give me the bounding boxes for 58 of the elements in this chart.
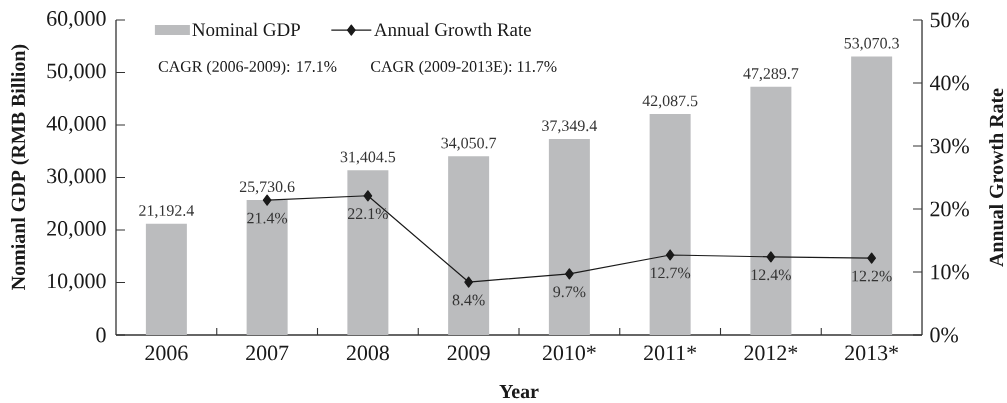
annotation: CAGR (2009-2013E): 11.7% <box>371 60 557 76</box>
data-label: 9.7% <box>553 286 586 298</box>
x-tick-label: 2010* <box>542 345 596 361</box>
data-label: 34,050.7 <box>441 137 497 151</box>
y2-tick-label: 10% <box>931 264 969 280</box>
data-label: 21,192.4 <box>139 205 195 219</box>
y-axis-title: Nomianl GDP (RMB Billion) <box>11 44 30 290</box>
bar <box>347 170 389 335</box>
data-label: 53,070.3 <box>844 37 899 51</box>
data-label: 12.2% <box>852 270 892 282</box>
y-tick-label: 20,000 <box>47 221 106 239</box>
bar <box>649 114 691 335</box>
y-tick-label: 0 <box>96 327 106 343</box>
data-label: 8.4% <box>452 294 485 306</box>
x-axis-title: Year <box>499 384 539 399</box>
y-tick-label: 10,000 <box>48 273 106 292</box>
bar <box>246 199 288 335</box>
y2-axis-title: Annual Growth Rate <box>989 88 1004 267</box>
y2-tick-label: 20% <box>930 201 969 217</box>
y-tick-label: 50,000 <box>47 63 106 82</box>
point <box>464 276 473 288</box>
y2-tick-label: 30% <box>930 138 969 154</box>
x-tick-label: 2006 <box>145 345 188 361</box>
bar <box>448 156 490 335</box>
data-label: 47,289.7 <box>743 68 799 82</box>
x-tick-label: 2012* <box>744 345 798 361</box>
data-label: 42,087.5 <box>642 95 698 109</box>
data-label: 31,404.5 <box>340 151 396 165</box>
data-label: 22.1% <box>348 208 388 220</box>
bar <box>851 56 893 335</box>
y2-tick-label: 50% <box>930 12 969 28</box>
x-tick-label: 2013* <box>845 345 898 361</box>
data-label: 12.4% <box>751 269 791 281</box>
point <box>565 268 574 280</box>
point <box>867 252 876 264</box>
bar <box>750 86 792 335</box>
y-tick-label: 60,000 <box>47 11 106 29</box>
point <box>766 251 776 263</box>
x-tick-label: 2011* <box>644 345 697 361</box>
point <box>665 249 675 261</box>
point <box>363 190 373 202</box>
data-label: 12.7% <box>650 267 691 279</box>
data-label: 21.4% <box>247 212 288 224</box>
bar <box>548 138 590 335</box>
x-tick-label: 2009 <box>447 345 490 361</box>
bar <box>145 223 187 335</box>
data-label: 25,730.6 <box>239 181 295 195</box>
legend-label: Nominal GDP <box>192 22 300 37</box>
point <box>262 194 272 206</box>
legend-label: Annual Growth Rate <box>374 22 531 37</box>
y-tick-label: 30,000 <box>47 168 106 187</box>
x-tick-label: 2008 <box>346 345 389 361</box>
y2-tick-label: 40% <box>929 75 969 91</box>
y-tick-label: 40,000 <box>46 116 106 134</box>
annotation: CAGR (2006-2009): 17.1% <box>158 60 337 76</box>
data-label: 37,349.4 <box>542 120 598 134</box>
y2-tick-label: 0% <box>930 327 959 343</box>
x-tick-label: 2007 <box>246 345 289 361</box>
